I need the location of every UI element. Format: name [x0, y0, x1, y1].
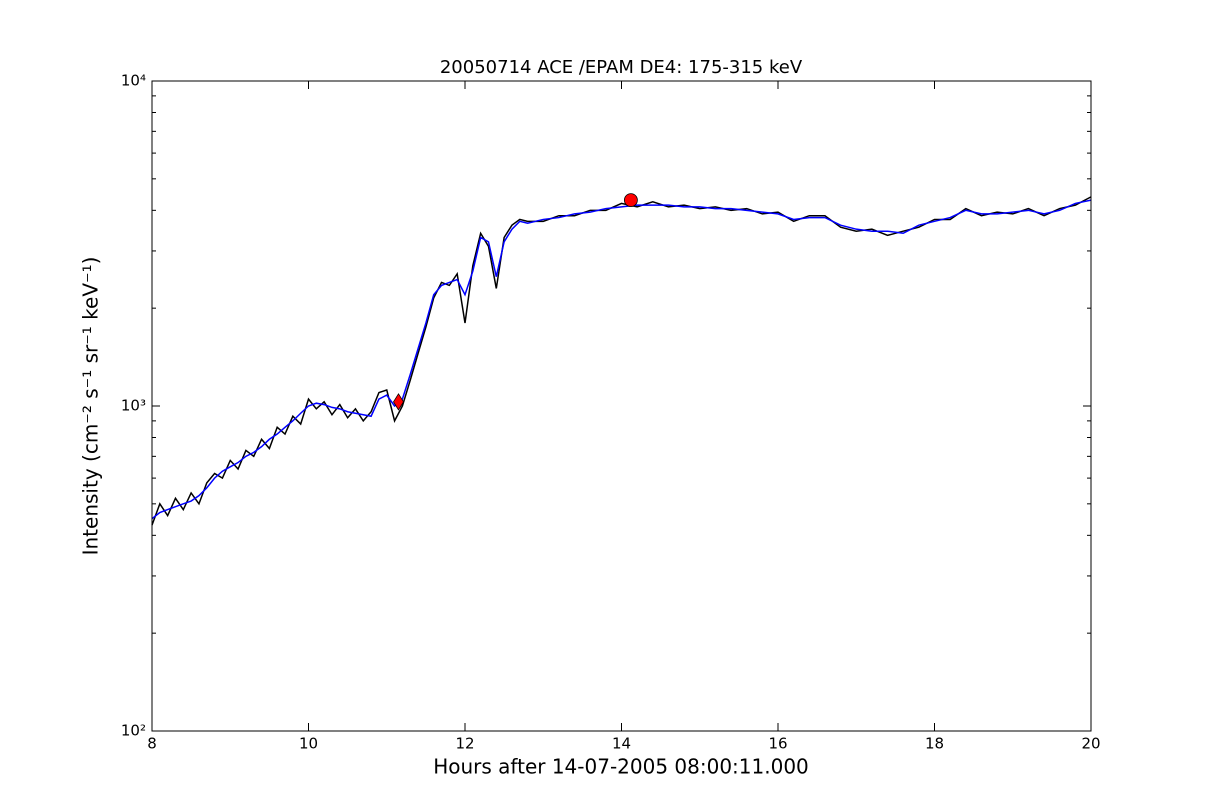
y-axis-label: Intensity (cm⁻² s⁻¹ sr⁻¹ keV⁻¹) [79, 257, 103, 556]
data-line [151, 199, 1092, 520]
x-axis-label: Hours after 14-07-2005 08:00:11.000 [433, 755, 809, 779]
x-tick-label: 20 [1081, 735, 1100, 753]
x-tick-label: 8 [147, 735, 157, 753]
y-tick-label: 10³ [121, 397, 146, 415]
x-tick-label: 14 [612, 735, 631, 753]
x-tick-label: 12 [455, 735, 474, 753]
x-tick-label: 10 [299, 735, 318, 753]
x-tick-label: 18 [925, 735, 944, 753]
chart-title: 20050714 ACE /EPAM DE4: 175-315 keV [440, 57, 803, 78]
x-tick-label: 16 [768, 735, 787, 753]
marker-circle [623, 193, 638, 208]
y-tick-label: 10² [121, 722, 146, 740]
y-tick-label: 10⁴ [121, 72, 146, 90]
marker-diamond [393, 393, 404, 411]
data-line [151, 196, 1092, 526]
